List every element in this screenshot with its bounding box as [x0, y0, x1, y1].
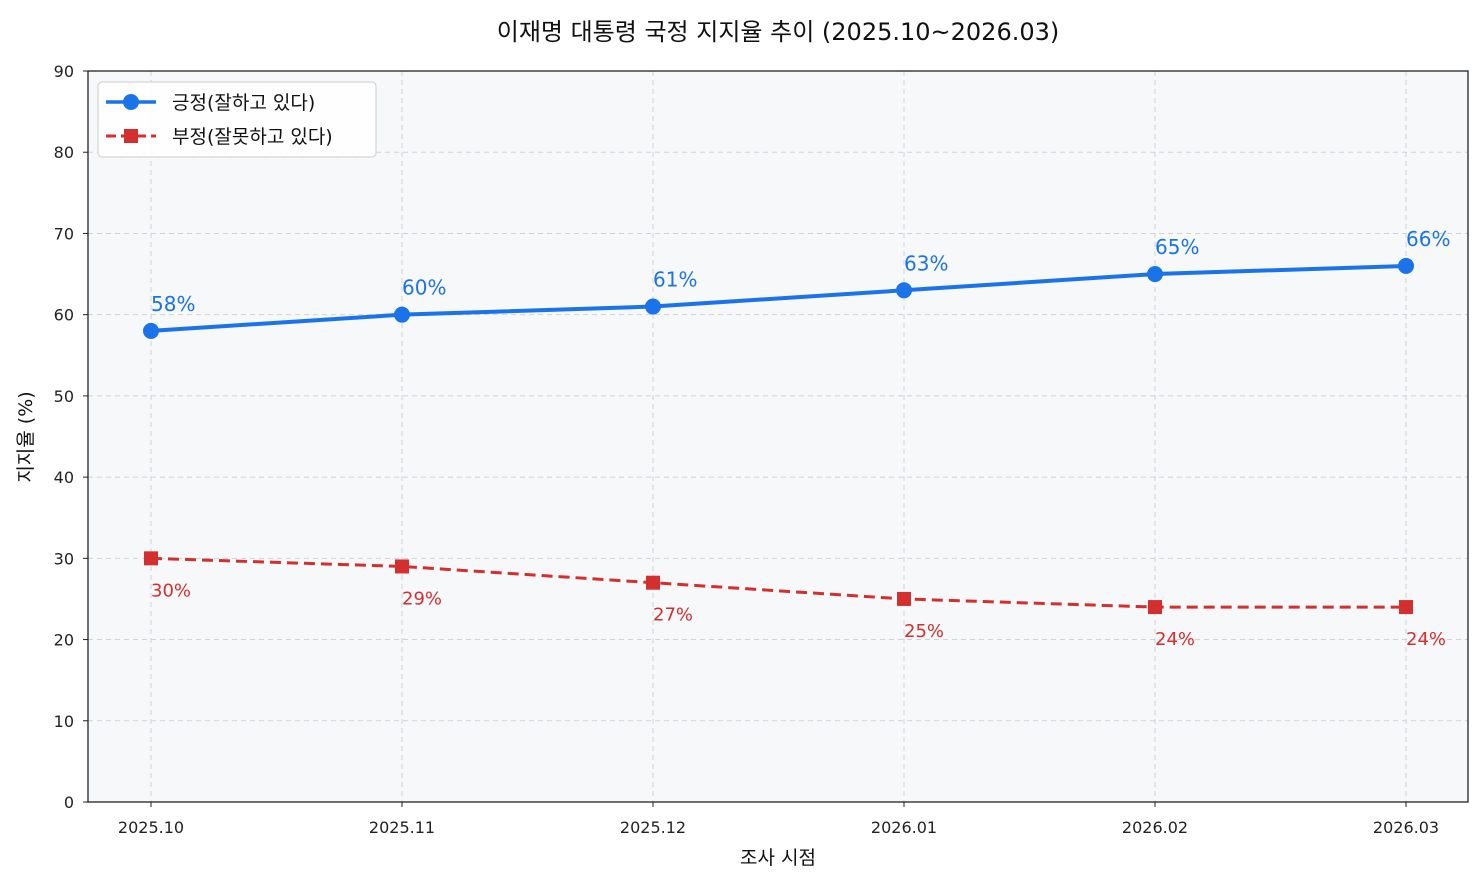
legend-label-negative: 부정(잘못하고 있다) — [172, 126, 333, 148]
legend-label-positive: 긍정(잘하고 있다) — [172, 92, 315, 114]
y-tick-label: 50 — [54, 387, 74, 406]
data-point — [896, 282, 912, 299]
data-point — [1148, 600, 1162, 615]
y-tick-label: 60 — [54, 306, 74, 325]
data-label: 66% — [1406, 227, 1450, 251]
x-tick-label: 2025.12 — [620, 818, 686, 837]
x-tick-label: 2026.03 — [1373, 818, 1439, 837]
y-tick-label: 0 — [64, 793, 74, 812]
y-tick-label: 80 — [54, 143, 74, 162]
data-point — [645, 298, 661, 315]
data-point — [394, 306, 410, 323]
data-label: 61% — [653, 268, 697, 292]
data-point — [395, 559, 409, 574]
series-line-negative — [150, 556, 1406, 609]
data-label: 27% — [653, 605, 693, 626]
series-group: 58% 60% 61% 63% 65% 66% 30% 29% 27% 25% 24% 24% — [143, 227, 1450, 650]
legend: 긍정(잘하고 있다) 부정(잘못하고 있다) — [97, 81, 377, 158]
x-tick-label: 2026.01 — [871, 818, 937, 837]
legend-marker-negative — [124, 129, 138, 143]
data-point — [1398, 257, 1414, 274]
y-tick-label: 20 — [54, 631, 74, 650]
data-point — [144, 551, 158, 566]
data-label: 60% — [402, 276, 446, 300]
data-point — [1399, 600, 1413, 615]
y-tick-label: 70 — [54, 224, 74, 243]
series-line-positive — [150, 263, 1407, 333]
data-label: 58% — [151, 292, 195, 316]
y-tick-label: 10 — [54, 712, 74, 731]
y-tick-label: 30 — [54, 549, 74, 568]
data-label: 63% — [904, 251, 948, 275]
data-point — [646, 575, 660, 590]
x-tick-label: 2025.11 — [369, 818, 435, 837]
data-label: 25% — [904, 621, 944, 642]
plot-frame — [87, 70, 1469, 803]
x-axis: 2025.10 2025.11 2025.12 2026.01 2026.02 2026.… — [118, 802, 1439, 837]
data-label: 65% — [1155, 235, 1199, 259]
y-axis: 0 10 20 30 40 50 60 70 80 90 — [54, 62, 88, 812]
x-tick-label: 2025.10 — [118, 818, 184, 837]
chart-title: 이재명 대통령 국정 지지율 추이 (2025.10~2026.03) — [497, 18, 1060, 46]
x-tick-label: 2026.02 — [1122, 818, 1188, 837]
x-axis-label: 조사 시점 — [740, 847, 816, 869]
data-point — [143, 322, 159, 339]
legend-marker-positive — [123, 94, 139, 110]
data-point — [1147, 266, 1163, 283]
y-axis-label: 지지율 (%) — [15, 391, 37, 482]
data-label: 30% — [151, 580, 191, 601]
data-point — [897, 591, 911, 606]
y-tick-label: 40 — [54, 468, 74, 487]
plot-area — [88, 71, 1468, 802]
data-label: 29% — [402, 588, 442, 609]
legend-box — [97, 81, 377, 158]
y-tick-label: 90 — [54, 62, 74, 81]
data-label: 24% — [1406, 629, 1446, 650]
data-label: 24% — [1155, 629, 1195, 650]
